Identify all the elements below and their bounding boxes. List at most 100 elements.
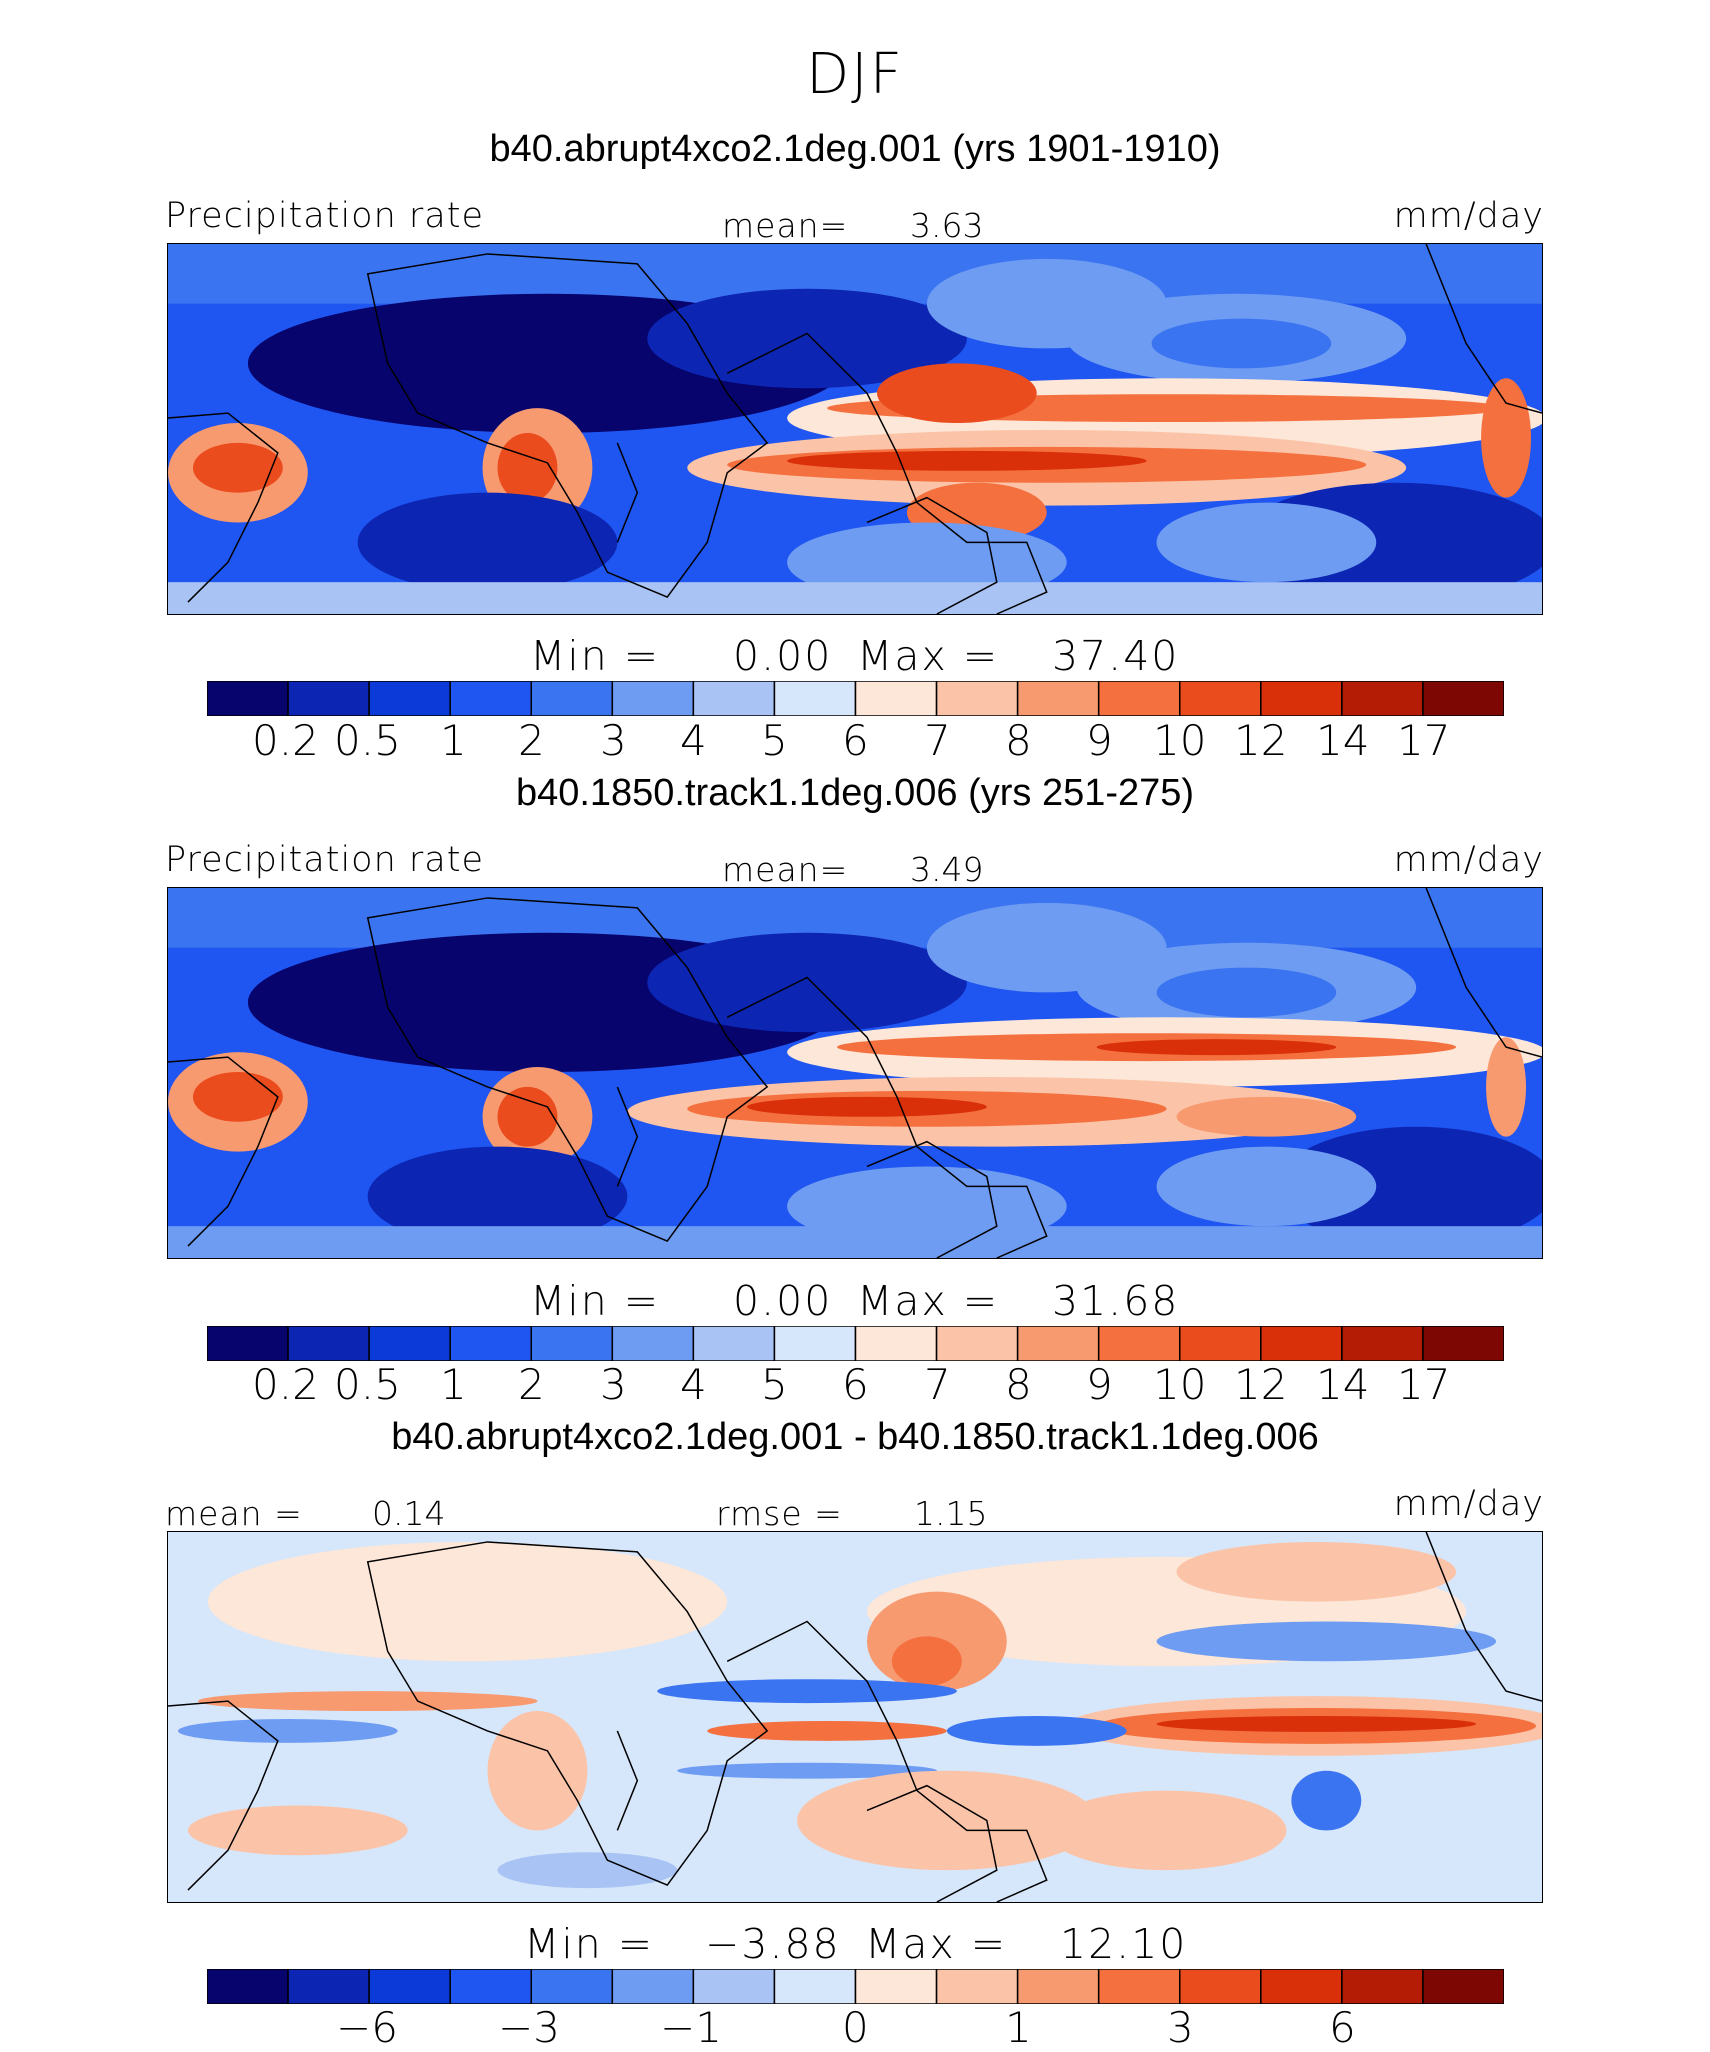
colorbar-swatch (1097, 1326, 1181, 1361)
panel-1-colorbar (207, 681, 1504, 716)
colorbar-swatch (1016, 1969, 1100, 2004)
colorbar-swatch (935, 1969, 1019, 2004)
colorbar-swatch (1422, 1969, 1504, 2004)
panel-3-colorbar (207, 1969, 1504, 2004)
colorbar-swatch (1260, 1326, 1343, 1361)
panel-2-colorbar (207, 1326, 1504, 1361)
colorbar-swatch (1341, 1326, 1424, 1361)
panel-2-map (167, 887, 1543, 1259)
colorbar-swatch (1016, 681, 1100, 716)
panel-3-rmse-value: 1.15 (914, 1494, 988, 1533)
colorbar-swatch (530, 681, 614, 716)
colorbar-swatch (854, 1969, 938, 2004)
colorbar-swatch (207, 1969, 289, 2004)
colorbar-swatch (1341, 1969, 1424, 2004)
colorbar-swatch (935, 1326, 1019, 1361)
colorbar-swatch (773, 1969, 857, 2004)
colorbar-swatch (287, 1969, 370, 2004)
season-title: DJF (806, 42, 904, 107)
panel-2-mean-value: 3.49 (910, 850, 984, 889)
panel-3-cbar-tick: −3 (498, 2003, 560, 2052)
panel-1-cbar-tick: 8 (1005, 716, 1032, 765)
panel-2-cbar-tick: 1 (440, 1360, 467, 1409)
panel-3-units: mm/day (1393, 1484, 1544, 1524)
colorbar-swatch (449, 1969, 532, 2004)
colorbar-swatch (1260, 681, 1343, 716)
colorbar-swatch (1097, 1969, 1181, 2004)
panel-1-cbar-tick: 10 (1153, 716, 1207, 765)
panel-2-cbar-tick: 12 (1234, 1360, 1288, 1409)
panel-1-units: mm/day (1393, 196, 1544, 236)
panel-2-max-label: Max = (857, 1277, 1000, 1325)
panel-2-cbar-tick: 2 (518, 1360, 545, 1409)
colorbar-swatch (530, 1326, 614, 1361)
panel-1-max-label: Max = (857, 632, 1000, 680)
panel-1-cbar-tick: 7 (924, 716, 951, 765)
colorbar-swatch (854, 681, 938, 716)
panel-2-map-field (168, 888, 1542, 1258)
panel-2-min-value: 0.00 (733, 1277, 833, 1325)
colorbar-swatch (773, 1326, 857, 1361)
colorbar-swatch (611, 1969, 695, 2004)
panel-1-variable-label: Precipitation rate (165, 196, 484, 236)
colorbar-swatch (1097, 681, 1181, 716)
panel-1-case-title: b40.abrupt4xco2.1deg.001 (yrs 1901-1910) (489, 128, 1221, 170)
panel-1-cbar-tick: 1 (440, 716, 467, 765)
colorbar-swatch (207, 681, 289, 716)
panel-2-cbar-tick: 0.2 (252, 1360, 319, 1409)
colorbar-swatch (207, 1326, 289, 1361)
panel-3-min-value: −3.88 (705, 1920, 841, 1968)
panel-1-mean-value: 3.63 (910, 206, 984, 245)
panel-1-min-value: 0.00 (733, 632, 833, 680)
panel-3-cbar-tick: −1 (660, 2003, 722, 2052)
panel-3-cbar-tick: 3 (1167, 2003, 1194, 2052)
panel-2-mean-label: mean= (722, 850, 849, 889)
colorbar-swatch (368, 1326, 451, 1361)
panel-1-cbar-tick: 3 (600, 716, 627, 765)
colorbar-swatch (854, 1326, 938, 1361)
panel-2-cbar-tick: 14 (1316, 1360, 1370, 1409)
panel-3-max-value: 12.10 (1060, 1920, 1188, 1968)
panel-1-cbar-tick: 5 (761, 716, 788, 765)
panel-1-cbar-tick: 17 (1397, 716, 1451, 765)
panel-2-cbar-tick: 7 (924, 1360, 951, 1409)
panel-2-cbar-tick: 8 (1005, 1360, 1032, 1409)
panel-2-variable-label: Precipitation rate (165, 840, 484, 880)
panel-1-cbar-tick: 14 (1316, 716, 1370, 765)
colorbar-swatch (1341, 681, 1424, 716)
panel-3-map-field (168, 1532, 1542, 1902)
colorbar-swatch (530, 1969, 614, 2004)
panel-1-cbar-tick: 2 (518, 716, 545, 765)
panel-2-cbar-tick: 9 (1086, 1360, 1113, 1409)
colorbar-swatch (1422, 1326, 1504, 1361)
colorbar-swatch (773, 681, 857, 716)
panel-2-cbar-tick: 4 (680, 1360, 707, 1409)
panel-1-cbar-tick: 12 (1234, 716, 1288, 765)
colorbar-swatch (287, 681, 370, 716)
panel-3-min-label: Min = (524, 1920, 655, 1968)
panel-3-cbar-tick: 1 (1005, 2003, 1032, 2052)
panel-3-rmse-label: rmse = (716, 1494, 843, 1533)
colorbar-swatch (1422, 681, 1504, 716)
panel-1-map (167, 243, 1543, 615)
panel-1-map-field (168, 244, 1542, 614)
panel-3-mean-value: 0.14 (372, 1494, 446, 1533)
colorbar-swatch (368, 1969, 451, 2004)
colorbar-swatch (368, 681, 451, 716)
panel-2-units: mm/day (1393, 840, 1544, 880)
colorbar-swatch (611, 1326, 695, 1361)
colorbar-swatch (935, 681, 1019, 716)
panel-1-cbar-tick: 6 (842, 716, 869, 765)
panel-3-cbar-tick: −6 (336, 2003, 398, 2052)
panel-1-min-label: Min = (530, 632, 661, 680)
colorbar-swatch (1016, 1326, 1100, 1361)
panel-1-cbar-tick: 4 (680, 716, 707, 765)
panel-2-max-value: 31.68 (1052, 1277, 1180, 1325)
panel-1-mean-label: mean= (722, 206, 849, 245)
colorbar-swatch (692, 1326, 776, 1361)
panel-2-min-label: Min = (530, 1277, 661, 1325)
colorbar-swatch (1179, 1326, 1262, 1361)
panel-1-cbar-tick: 0.2 (252, 716, 319, 765)
panel-3-cbar-tick: 0 (842, 2003, 869, 2052)
panel-3-case-title: b40.abrupt4xco2.1deg.001 - b40.1850.trac… (391, 1416, 1319, 1458)
